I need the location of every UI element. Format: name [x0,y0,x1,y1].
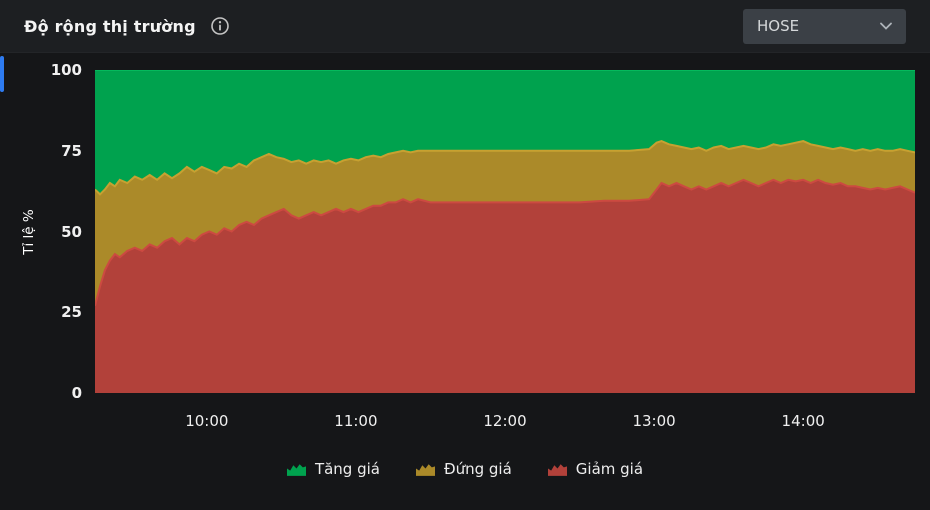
y-tick-label: 100 [50,61,82,79]
y-axis-title: Tỉ lệ % [21,209,37,255]
legend-label: Tăng giá [314,460,380,478]
exchange-dropdown-value: HOSE [757,17,800,35]
series-line-2 [95,178,915,307]
info-icon[interactable] [210,16,230,36]
stacked-area-chart[interactable] [95,70,915,393]
area-series-icon [547,464,567,476]
x-tick-label: 13:00 [632,412,676,430]
x-tick-label: 12:00 [483,412,527,430]
exchange-dropdown[interactable]: HOSE [743,8,906,44]
y-tick-label: 0 [71,384,82,402]
x-tick-label: 10:00 [185,412,229,430]
legend-label: Giảm giá [575,460,644,478]
series-line-1 [95,140,915,196]
widget-title: Độ rộng thị trường [24,16,196,36]
y-tick-label: 50 [61,222,82,241]
left-scrollbar-thumb[interactable] [0,56,4,92]
area-series-icon [415,464,435,476]
chevron-down-icon [880,22,892,30]
x-tick-label: 14:00 [781,412,825,430]
legend-item-tang-gia[interactable]: Tăng giá [286,460,380,478]
legend-item-dung-gia[interactable]: Đứng giá [415,460,512,478]
area-series-icon [286,464,306,476]
y-tick-label: 25 [61,303,82,322]
legend-label: Đứng giá [443,460,512,478]
x-tick-label: 11:00 [334,412,378,430]
title-group: Độ rộng thị trường [24,16,230,36]
series-area-2[interactable] [95,179,915,393]
legend-item-giam-gia[interactable]: Giảm giá [547,460,644,478]
widget-header: Độ rộng thị trường HOSE [0,0,930,53]
y-tick-label: 75 [61,141,82,160]
chart-legend: Tăng giá Đứng giá Giảm giá [0,460,930,478]
